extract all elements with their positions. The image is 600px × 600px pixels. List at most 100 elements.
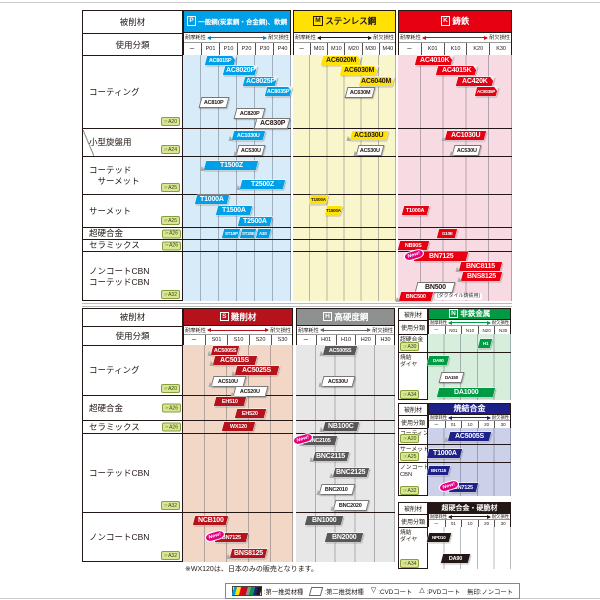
tick-label: 01: [444, 520, 462, 527]
tick-label: M20: [344, 43, 361, 55]
row-separator: [293, 251, 396, 252]
grade-BNC8115: BNC8115: [455, 261, 502, 272]
tick-label: ー: [406, 47, 413, 53]
section-title: 非鉄金属: [460, 309, 491, 318]
section-header-SA: 焼結合金: [428, 403, 511, 415]
grade-AC8035P: AC8035P: [474, 87, 498, 96]
grade-name: BN7115: [430, 468, 446, 473]
tick-row: ー H01 H10 H20 H30: [296, 335, 395, 345]
row-separator: [293, 194, 396, 195]
grade-AC8025P: AC8025P: [242, 76, 278, 86]
tick-label: N30: [494, 326, 511, 334]
row-label-line: CBN: [400, 471, 413, 478]
tick-label: 20: [477, 520, 495, 527]
grade-name: AC5005S: [213, 347, 237, 353]
row-label-line: コーティング: [89, 86, 140, 97]
fracture-resistance-label: 耐欠損性: [372, 327, 393, 334]
section-letter-icon: K: [440, 16, 451, 26]
cvd-coat-mark-icon: [448, 55, 454, 60]
section-header-K: K 鋳鉄: [398, 10, 512, 33]
page-ref-badge: ☞A26: [161, 241, 181, 250]
row-separator: [183, 433, 293, 434]
page-ref-badge: ☞A25: [160, 183, 180, 192]
section-letter-icon: P: [186, 16, 197, 26]
axis-arrow-icon: [448, 415, 491, 420]
row-label-cermet: サーメット ☞A25: [82, 194, 183, 227]
grade-BNS8125: BNS8125: [457, 271, 502, 282]
section-letter-icon: H: [322, 311, 333, 322]
row-label-line: 超硬合金: [400, 337, 424, 343]
tick-label: M30: [361, 43, 379, 55]
fracture-resistance-label: 耐欠損性: [373, 35, 394, 41]
grade-BN7125: BN7125 New!: [402, 246, 469, 262]
grade-name: AC1030U: [450, 131, 480, 139]
grade-DA90: DA90: [426, 355, 450, 365]
tick-label: 30: [494, 421, 511, 428]
grade-AC5025S: AC5025S: [231, 365, 279, 376]
pvd-coat-mark-icon: [209, 360, 216, 366]
grade-BNC2125: BNC2125: [329, 468, 369, 478]
grade-WX120: WX120: [221, 422, 255, 431]
grade-name: BN7125: [429, 252, 454, 260]
section-body-SA: AC5005S T1000A BN7115 BN7125 New!: [426, 428, 511, 496]
cvd-coat-mark-icon: [388, 76, 394, 81]
grade-ST10P: ST10P: [221, 228, 240, 238]
section-SA: 焼結合金 耐摩耗性 耐欠損性ー 01 10 20 30 AC5005S T1000A BN7115…: [426, 403, 511, 496]
section-header-H: H 高硬度鋼: [296, 308, 395, 326]
axis-row: 耐摩耗性 耐欠損性: [296, 326, 395, 335]
cvd-coat-mark-icon: [259, 108, 265, 113]
legend-item: △:PVDコート: [419, 587, 460, 596]
row-label-text: 超硬合金: [89, 228, 123, 238]
grade-T1000A: T1000A: [308, 195, 329, 204]
section-body-M: AC6020M AC6030M AC6040M AC630M AC1030U AC530U…: [293, 55, 396, 301]
grade-name: T1500A: [222, 207, 247, 214]
grade-name: AC6020M: [325, 56, 357, 64]
grade-name: AC8015P: [209, 57, 233, 64]
row-label-line: コーテッドCBN: [89, 467, 150, 478]
row-separator: [398, 156, 512, 157]
row-separator: [398, 194, 512, 195]
grade-name: T1000A: [311, 197, 327, 202]
row-label-text: サーメット: [400, 447, 429, 454]
tick-label: H30: [375, 335, 395, 345]
row-separator: [293, 156, 396, 157]
grade-EH510: EH510: [213, 396, 246, 406]
grade-name: DA90: [432, 357, 444, 363]
tick-label: ー: [189, 47, 195, 53]
tick-label: ー: [303, 338, 309, 344]
tick-label: 01: [444, 421, 462, 428]
page-ref-badge: ☞A26: [161, 229, 181, 238]
row-label-cbn: ノンコートCBN コーテッドCBN ☞A32: [82, 251, 183, 301]
tick-label: 10: [461, 421, 478, 428]
grade-BNC500: BNC500 (ダクタイル鋳鉄用): [395, 291, 483, 302]
page-ref-badge: ☞A20: [160, 117, 180, 126]
label-column-hard-brittle: 被削材 使用分類 焼結 ダイヤ ☞A34: [398, 502, 428, 569]
row-separator: [428, 444, 511, 445]
row-separator: [296, 420, 395, 421]
grade-AC6020M: AC6020M: [320, 55, 362, 65]
grade-BNC2115: BNC2115: [309, 452, 349, 463]
row-label-line: 焼結: [400, 530, 412, 536]
tick-label: ー: [298, 47, 305, 53]
cvd-coat-mark-icon: [373, 66, 379, 71]
grade-AC8020P: AC8020P: [223, 66, 258, 76]
section-HB: 超硬合金・硬脆材 耐摩耗性 耐欠損性ー 01 10 20 30 NPD10 DA90: [426, 502, 511, 569]
row-label-carbide: 超硬合金 ☞A26: [82, 395, 183, 420]
grade-BN7125: BN7125 New!: [203, 527, 249, 543]
grade-AC1030U: AC1030U: [441, 130, 486, 141]
tick-row: ー 01 10 20 30: [428, 520, 511, 527]
grade-name: AC810P: [204, 99, 224, 106]
row-label-text: ノンコートCBN: [89, 532, 149, 542]
axis-row: 耐摩耗性 耐欠損性: [183, 326, 293, 335]
grade-name: T1500A: [325, 208, 341, 213]
grade-T1000A: T1000A: [426, 448, 463, 458]
grade-AC5015S: AC5015S: [209, 355, 257, 366]
section-body-K: AC4010K AC4015K AC420K AC8035P AC1030U AC530U…: [395, 55, 512, 302]
grade-EH520: EH520: [234, 409, 266, 419]
cvd-coat-mark-icon: [223, 98, 229, 103]
usage-class-header: 使用分類: [398, 320, 428, 334]
pvd-coat-mark-icon: [236, 185, 243, 190]
row-label-line: セラミックス: [89, 240, 140, 251]
row-label-cermet: サーメット ☞A25: [398, 444, 429, 462]
row-label-text: 小型旋盤用: [89, 137, 132, 147]
